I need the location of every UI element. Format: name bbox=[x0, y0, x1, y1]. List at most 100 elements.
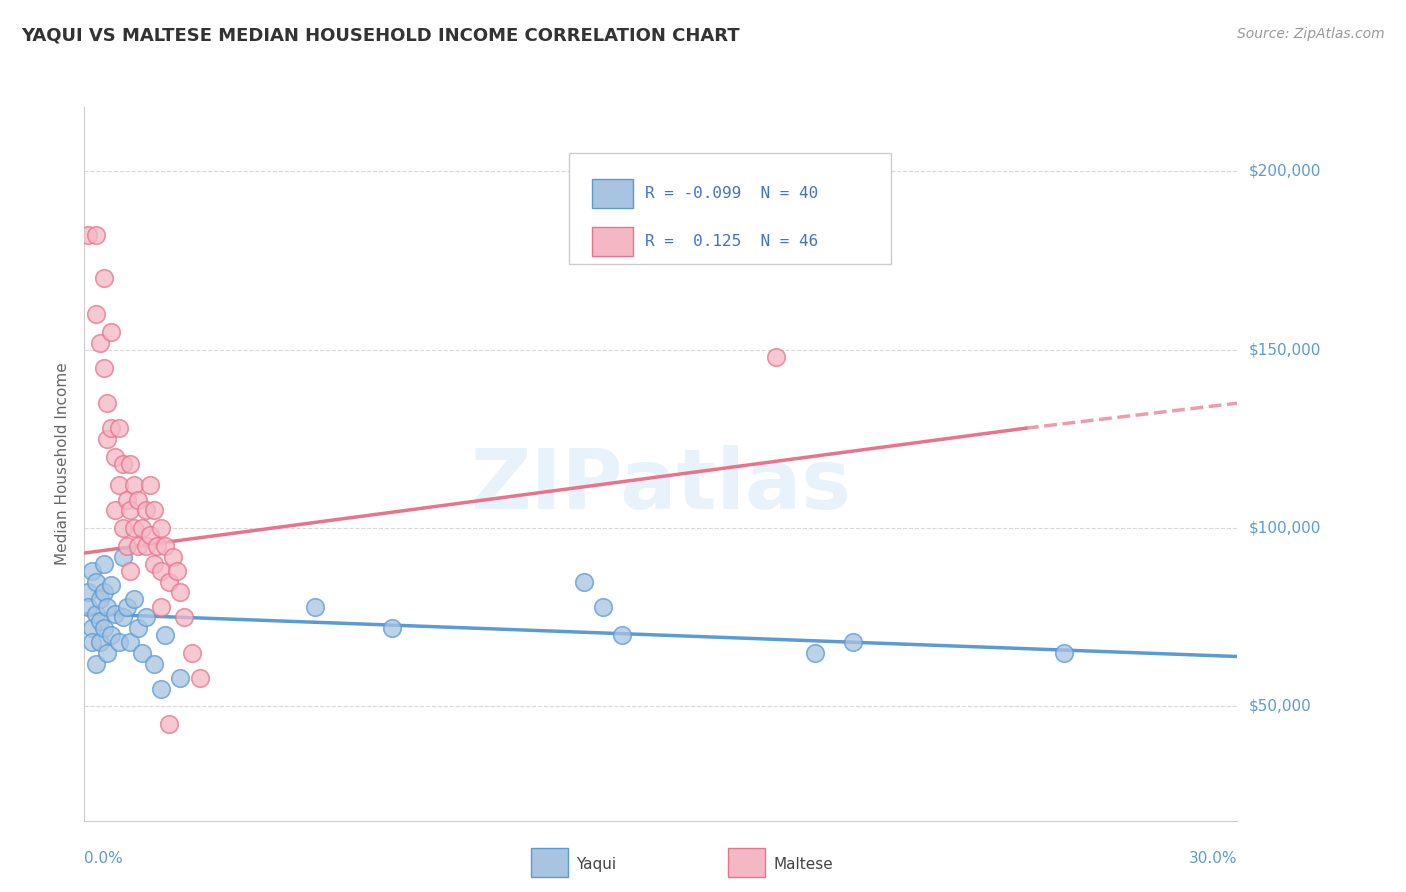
Point bbox=[188, 671, 211, 685]
Point bbox=[89, 614, 111, 628]
Point bbox=[84, 607, 107, 621]
Text: $200,000: $200,000 bbox=[1249, 164, 1320, 178]
Point bbox=[381, 621, 404, 635]
Text: ZIPatlas: ZIPatlas bbox=[471, 445, 851, 525]
Point bbox=[84, 307, 107, 321]
Point bbox=[96, 599, 118, 614]
FancyBboxPatch shape bbox=[592, 227, 633, 257]
Point bbox=[93, 621, 115, 635]
Point bbox=[592, 599, 614, 614]
Point bbox=[842, 635, 865, 649]
Point bbox=[96, 646, 118, 660]
Point bbox=[89, 335, 111, 350]
Point bbox=[169, 671, 191, 685]
Point bbox=[1053, 646, 1076, 660]
Point bbox=[77, 585, 100, 599]
Point bbox=[135, 503, 157, 517]
Text: YAQUI VS MALTESE MEDIAN HOUSEHOLD INCOME CORRELATION CHART: YAQUI VS MALTESE MEDIAN HOUSEHOLD INCOME… bbox=[21, 27, 740, 45]
Point bbox=[93, 271, 115, 285]
Text: $150,000: $150,000 bbox=[1249, 343, 1320, 357]
Point bbox=[124, 521, 146, 535]
Point bbox=[127, 492, 149, 507]
Point bbox=[115, 492, 138, 507]
Point bbox=[111, 610, 134, 624]
Point bbox=[153, 628, 176, 642]
Point bbox=[100, 628, 122, 642]
Point bbox=[100, 421, 122, 435]
Point bbox=[96, 396, 118, 410]
FancyBboxPatch shape bbox=[568, 153, 891, 264]
Point bbox=[181, 646, 204, 660]
Point bbox=[80, 635, 103, 649]
Point bbox=[93, 585, 115, 599]
Point bbox=[77, 228, 100, 243]
Point bbox=[131, 521, 153, 535]
Point bbox=[120, 457, 142, 471]
Point bbox=[80, 621, 103, 635]
Point bbox=[84, 657, 107, 671]
Point bbox=[572, 574, 595, 589]
Point bbox=[80, 564, 103, 578]
Point bbox=[120, 564, 142, 578]
Point bbox=[142, 557, 165, 571]
Point bbox=[131, 646, 153, 660]
Point bbox=[124, 592, 146, 607]
Point bbox=[612, 628, 634, 642]
Point bbox=[115, 539, 138, 553]
Text: 0.0%: 0.0% bbox=[84, 851, 124, 866]
Point bbox=[765, 350, 787, 364]
Point bbox=[138, 478, 160, 492]
Point bbox=[135, 539, 157, 553]
Text: $100,000: $100,000 bbox=[1249, 521, 1320, 535]
Text: Source: ZipAtlas.com: Source: ZipAtlas.com bbox=[1237, 27, 1385, 41]
Text: Maltese: Maltese bbox=[773, 857, 832, 871]
Point bbox=[135, 610, 157, 624]
Point bbox=[169, 585, 191, 599]
Point bbox=[153, 539, 176, 553]
Point bbox=[108, 635, 131, 649]
Point bbox=[104, 450, 127, 464]
Point bbox=[111, 549, 134, 564]
Point bbox=[166, 564, 188, 578]
Point bbox=[157, 574, 180, 589]
Point bbox=[96, 432, 118, 446]
Text: R =  0.125  N = 46: R = 0.125 N = 46 bbox=[645, 235, 818, 249]
Point bbox=[89, 592, 111, 607]
Y-axis label: Median Household Income: Median Household Income bbox=[55, 362, 70, 566]
Point bbox=[173, 610, 195, 624]
Text: 30.0%: 30.0% bbox=[1189, 851, 1237, 866]
Text: Yaqui: Yaqui bbox=[576, 857, 617, 871]
Text: R = -0.099  N = 40: R = -0.099 N = 40 bbox=[645, 186, 818, 201]
Point bbox=[150, 521, 173, 535]
Point bbox=[127, 539, 149, 553]
Point bbox=[150, 564, 173, 578]
Point bbox=[142, 503, 165, 517]
Text: $50,000: $50,000 bbox=[1249, 699, 1312, 714]
Point bbox=[162, 549, 184, 564]
Point bbox=[104, 607, 127, 621]
Point bbox=[803, 646, 825, 660]
Point bbox=[115, 599, 138, 614]
Point bbox=[89, 635, 111, 649]
Point bbox=[142, 657, 165, 671]
Point bbox=[111, 521, 134, 535]
Point bbox=[150, 599, 173, 614]
Point bbox=[93, 360, 115, 375]
Point bbox=[108, 478, 131, 492]
Point bbox=[93, 557, 115, 571]
Point bbox=[108, 421, 131, 435]
Point bbox=[120, 503, 142, 517]
Point bbox=[100, 578, 122, 592]
Point bbox=[120, 635, 142, 649]
Point bbox=[124, 478, 146, 492]
Point bbox=[111, 457, 134, 471]
Point bbox=[157, 717, 180, 731]
Point bbox=[127, 621, 149, 635]
Point bbox=[84, 228, 107, 243]
Point bbox=[150, 681, 173, 696]
Point bbox=[77, 599, 100, 614]
Point bbox=[100, 325, 122, 339]
Point bbox=[138, 528, 160, 542]
Point bbox=[104, 503, 127, 517]
Point bbox=[146, 539, 169, 553]
